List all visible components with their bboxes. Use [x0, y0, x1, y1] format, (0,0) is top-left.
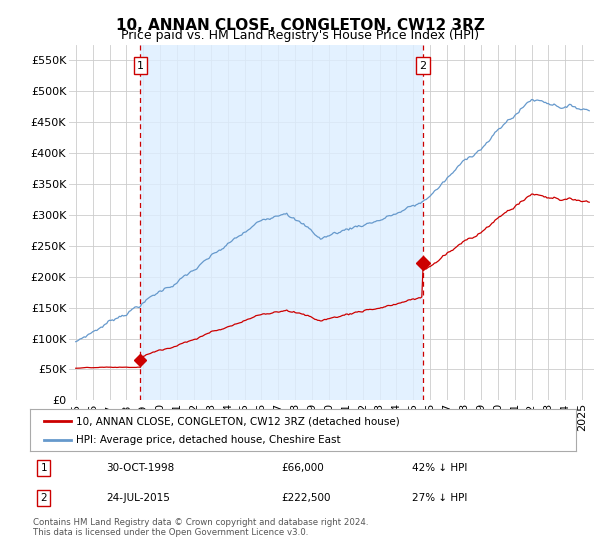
Text: 42% ↓ HPI: 42% ↓ HPI: [412, 463, 467, 473]
Text: 1: 1: [137, 61, 144, 71]
Text: HPI: Average price, detached house, Cheshire East: HPI: Average price, detached house, Ches…: [76, 435, 341, 445]
Text: 2: 2: [40, 493, 47, 503]
Text: 1: 1: [40, 463, 47, 473]
Text: 10, ANNAN CLOSE, CONGLETON, CW12 3RZ (detached house): 10, ANNAN CLOSE, CONGLETON, CW12 3RZ (de…: [76, 417, 400, 426]
Text: 2: 2: [419, 61, 426, 71]
Bar: [140, 45, 422, 400]
Text: £222,500: £222,500: [281, 493, 331, 503]
Text: 10, ANNAN CLOSE, CONGLETON, CW12 3RZ: 10, ANNAN CLOSE, CONGLETON, CW12 3RZ: [116, 18, 484, 33]
Text: 27% ↓ HPI: 27% ↓ HPI: [412, 493, 467, 503]
Text: 24-JUL-2015: 24-JUL-2015: [106, 493, 170, 503]
Text: Contains HM Land Registry data © Crown copyright and database right 2024.
This d: Contains HM Land Registry data © Crown c…: [33, 518, 368, 538]
Text: Price paid vs. HM Land Registry's House Price Index (HPI): Price paid vs. HM Land Registry's House …: [121, 29, 479, 42]
Text: 30-OCT-1998: 30-OCT-1998: [106, 463, 175, 473]
Text: £66,000: £66,000: [281, 463, 324, 473]
